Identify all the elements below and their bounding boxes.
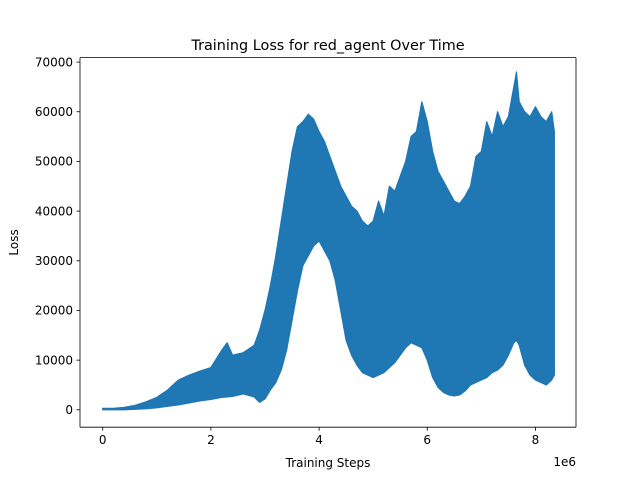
x-tick-label: 2 <box>207 433 215 447</box>
series-layer <box>102 71 555 411</box>
x-axis-label: Training Steps <box>285 456 371 470</box>
y-tick-label: 10000 <box>35 353 73 367</box>
y-axis: 0 10000 20000 30000 40000 50000 60000 70000 <box>35 55 80 417</box>
x-tick-label: 4 <box>315 433 323 447</box>
y-axis-label: Loss <box>7 229 21 255</box>
y-tick-label: 0 <box>65 403 73 417</box>
y-tick-label: 70000 <box>35 55 73 69</box>
x-tick-label: 0 <box>99 433 107 447</box>
y-tick-label: 60000 <box>35 105 73 119</box>
y-tick-label: 30000 <box>35 254 73 268</box>
x-axis: 0 2 4 6 8 <box>99 427 539 447</box>
plot-frame <box>79 57 577 428</box>
x-axis-offset-label: 1e6 <box>553 455 576 469</box>
y-tick-label: 20000 <box>35 304 73 318</box>
y-tick-label: 50000 <box>35 155 73 169</box>
loss-series-0 <box>102 71 555 411</box>
x-tick-label: 6 <box>423 433 431 447</box>
y-tick-label: 40000 <box>35 204 73 218</box>
x-tick-label: 8 <box>532 433 540 447</box>
chart-title: Training Loss for red_agent Over Time <box>190 38 464 54</box>
